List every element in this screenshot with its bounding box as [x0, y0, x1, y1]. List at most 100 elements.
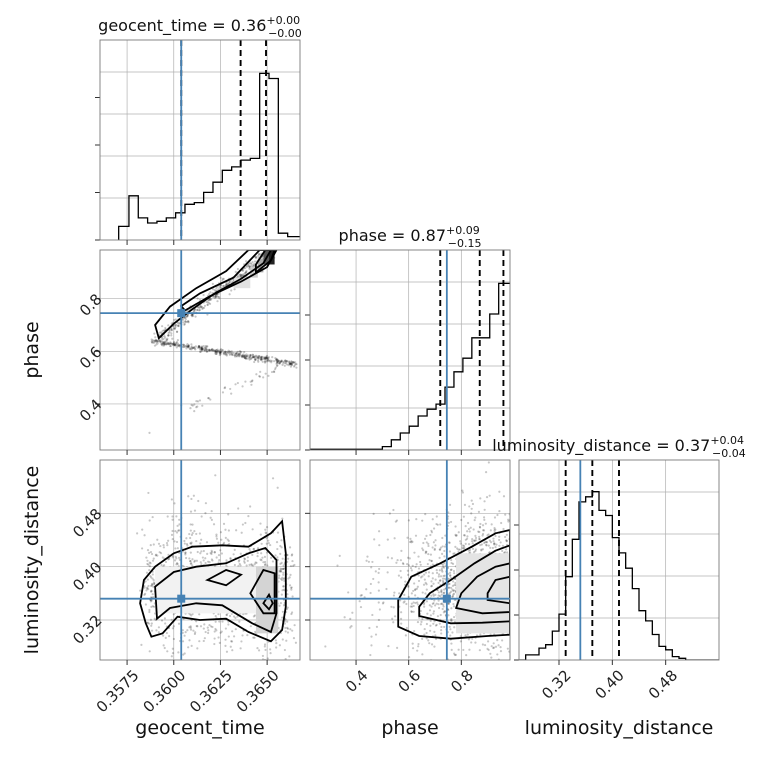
sample-point: [282, 585, 285, 588]
sample-point: [222, 284, 225, 288]
sample-point: [219, 631, 222, 634]
sample-point: [442, 605, 445, 608]
sample-point: [231, 351, 234, 355]
sample-point: [210, 347, 214, 351]
sample-point: [152, 557, 155, 560]
sample-point: [439, 546, 443, 549]
sample-point: [175, 531, 179, 534]
sample-point: [198, 298, 201, 301]
sample-point: [278, 569, 281, 572]
sample-point: [207, 631, 210, 635]
sample-point: [239, 275, 242, 278]
sample-point: [216, 350, 219, 353]
sample-point: [232, 635, 236, 638]
sample-point: [494, 528, 497, 531]
sample-point: [407, 519, 410, 522]
sample-point: [184, 631, 187, 634]
sample-point: [251, 553, 254, 557]
sample-point: [406, 563, 409, 566]
sample-point: [185, 320, 188, 324]
sample-point: [206, 303, 209, 307]
sample-point: [478, 649, 481, 652]
sample-point: [425, 600, 428, 603]
sample-point: [260, 559, 263, 562]
sample-point: [191, 314, 195, 317]
sample-point: [199, 350, 202, 353]
sample-point: [439, 548, 442, 551]
sample-point: [241, 634, 244, 637]
sample-point: [161, 344, 164, 347]
sample-point: [166, 337, 169, 340]
sample-point: [433, 645, 436, 648]
sample-point: [248, 547, 251, 551]
sample-point: [431, 546, 434, 549]
sample-point: [206, 301, 209, 304]
sample-point: [216, 351, 219, 354]
sample-point: [410, 605, 414, 608]
sample-point: [424, 581, 427, 584]
sample-point: [454, 581, 457, 585]
sample-point: [214, 350, 217, 353]
sample-point: [400, 611, 403, 614]
sample-point: [235, 355, 238, 358]
sample-point: [275, 359, 278, 362]
sample-point: [454, 534, 458, 537]
sample-point: [216, 295, 219, 298]
sample-point: [269, 543, 272, 547]
sample-point: [202, 559, 205, 562]
sample-point: [459, 640, 462, 643]
sample-point: [450, 618, 453, 621]
sample-point: [281, 557, 284, 560]
sample-point: [163, 646, 166, 650]
sample-point: [190, 403, 193, 406]
sample-point: [236, 267, 239, 271]
sample-point: [219, 352, 222, 355]
sample-point: [235, 352, 238, 355]
sample-point: [257, 649, 261, 652]
sample-point: [173, 327, 176, 330]
sample-point: [433, 620, 436, 623]
sample-point: [448, 582, 451, 586]
sample-point: [222, 284, 225, 288]
sample-point: [478, 530, 481, 534]
sample-point: [187, 346, 190, 349]
sample-point: [437, 573, 441, 576]
sample-point: [260, 358, 263, 361]
sample-point: [263, 357, 267, 361]
sample-point: [257, 252, 261, 256]
sample-point: [187, 344, 190, 347]
sample-point: [201, 306, 204, 309]
sample-point: [190, 346, 193, 349]
sample-point: [440, 625, 443, 629]
sample-point: [493, 526, 496, 530]
sample-point: [252, 615, 255, 618]
sample-point: [443, 577, 447, 580]
sample-point: [151, 339, 154, 342]
sample-point: [279, 569, 283, 572]
sample-point: [218, 559, 221, 562]
sample-point: [156, 538, 159, 541]
sample-point: [221, 349, 224, 352]
sample-point: [237, 560, 240, 563]
sample-point: [235, 351, 238, 354]
sample-point: [252, 547, 256, 550]
sample-point: [292, 637, 296, 640]
sample-point: [222, 353, 225, 356]
sample-point: [264, 357, 267, 360]
sample-point: [197, 499, 200, 503]
sample-point: [461, 491, 465, 494]
sample-point: [255, 373, 258, 376]
sample-point: [502, 495, 506, 498]
sample-point: [472, 551, 476, 554]
sample-point: [243, 561, 246, 564]
sample-point: [467, 549, 470, 552]
sample-point: [443, 555, 446, 558]
sample-point: [265, 356, 268, 360]
sample-point: [200, 346, 203, 349]
sample-point: [143, 586, 146, 589]
sample-point: [157, 340, 160, 343]
sample-point: [260, 357, 263, 360]
sample-point: [256, 359, 260, 362]
sample-point: [203, 637, 206, 640]
sample-point: [173, 324, 177, 327]
